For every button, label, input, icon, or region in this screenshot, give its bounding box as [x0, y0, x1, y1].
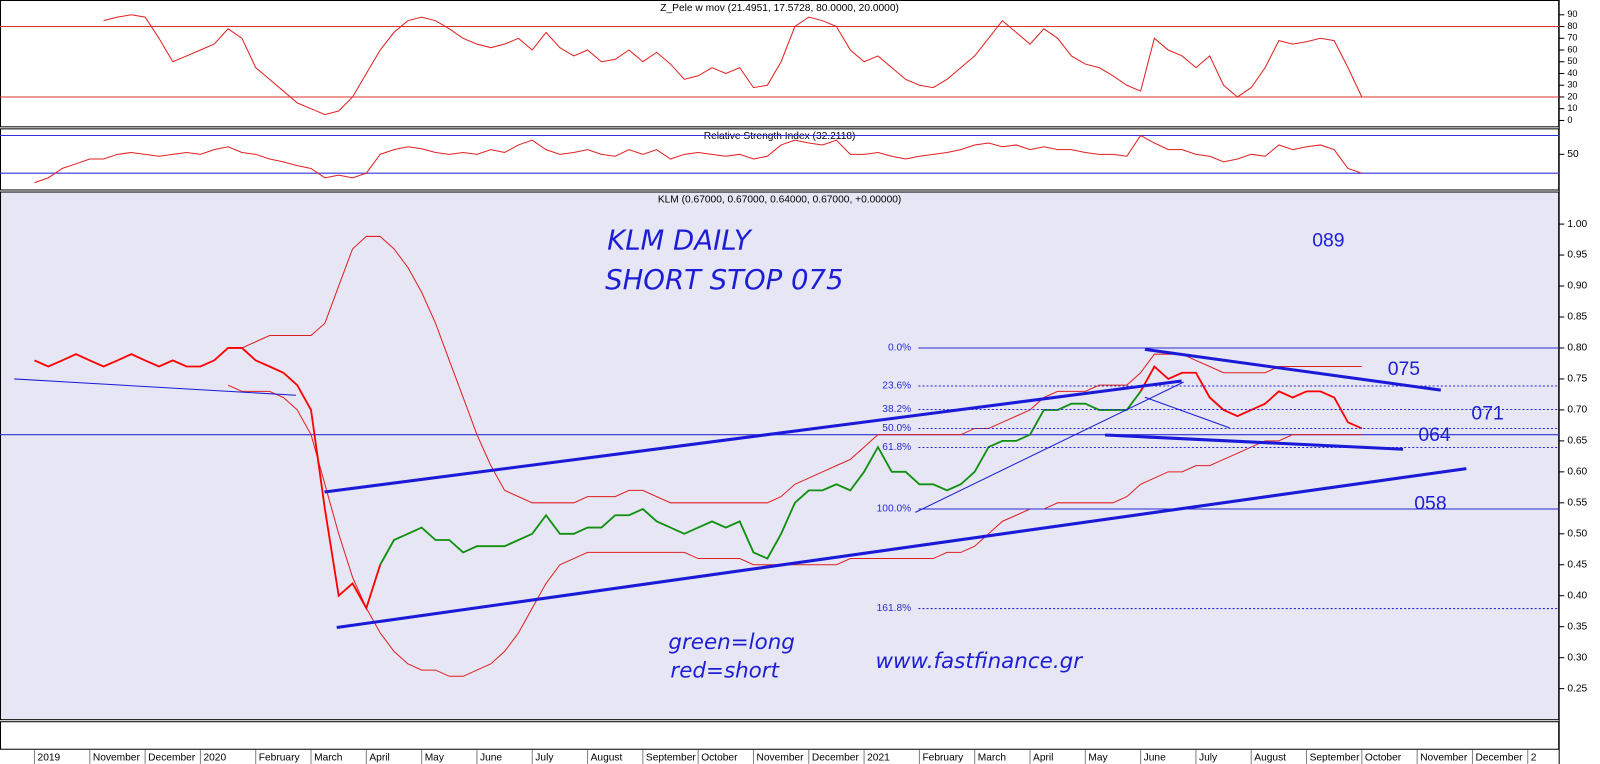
y-tick-label: 0.75: [1567, 374, 1587, 385]
x-tick-label: September: [646, 753, 696, 764]
y-tick-label: 0.35: [1567, 621, 1587, 632]
annotation: 089: [1312, 230, 1344, 252]
x-tick-label: November: [93, 753, 141, 764]
y-tick-label: 70: [1567, 33, 1577, 43]
annotation: 075: [1388, 358, 1420, 380]
trend-lines: [14, 347, 1467, 630]
x-tick-label: December: [148, 753, 196, 764]
y-tick-label: 30: [1567, 80, 1577, 90]
x-tick-label: March: [314, 753, 342, 764]
x-tick-label: August: [591, 753, 623, 764]
series-line: [379, 390, 1142, 566]
x-tick-label: June: [480, 753, 502, 764]
y-tick-label: 0.45: [1567, 559, 1587, 570]
x-tick-label: July: [535, 753, 554, 764]
annotation: SHORT STOP 075: [605, 264, 843, 296]
x-tick-label: 2021: [867, 753, 890, 764]
trend-line: [324, 379, 1182, 494]
y-tick-label: 0.50: [1567, 528, 1587, 539]
y-tick-label: 90: [1567, 9, 1577, 19]
series-line: [227, 384, 1362, 677]
x-tick-label: December: [1476, 753, 1524, 764]
x-tick-label: December: [812, 753, 860, 764]
y-tick-label: 0.85: [1567, 312, 1587, 323]
fib-label: 0.0%: [888, 343, 911, 354]
x-tick-label: April: [1033, 753, 1053, 764]
trend-line: [1144, 396, 1230, 429]
annotation: 064: [1418, 424, 1451, 446]
panel-title: Z_Pele w mov (21.4951, 17.5728, 80.0000,…: [660, 3, 899, 14]
trend-line: [336, 467, 1467, 630]
x-tick-label: 2020: [203, 753, 226, 764]
y-tick-label: 0.65: [1567, 436, 1587, 447]
y-tick-label: 0.40: [1567, 590, 1587, 601]
x-tick-label: 2019: [38, 753, 61, 764]
trend-line: [915, 381, 1184, 513]
x-tick-label: March: [978, 753, 1006, 764]
annotation: 071: [1471, 403, 1503, 425]
x-tick-label: May: [1088, 753, 1108, 764]
y-tick-label: 20: [1567, 91, 1577, 101]
y-tick-label: 10: [1567, 103, 1577, 113]
y-tick-label: 0.80: [1567, 343, 1587, 354]
trend-line: [1105, 433, 1404, 451]
y-tick-label: 0: [1567, 115, 1572, 125]
x-tick-label: April: [369, 753, 389, 764]
x-tick-label: November: [1420, 753, 1468, 764]
trend-line: [14, 378, 296, 396]
panel-title: Relative Strength Index (32.2118): [704, 131, 856, 142]
x-tick-label: August: [1254, 753, 1286, 764]
annotation: KLM DAILY: [607, 224, 753, 256]
y-tick-label: 40: [1567, 68, 1577, 78]
series-line: [103, 14, 1363, 116]
x-tick-label: February: [259, 753, 301, 764]
x-tick-label: June: [1144, 753, 1166, 764]
y-tick-label: 0.95: [1567, 250, 1587, 261]
y-tick-label: 60: [1567, 44, 1577, 54]
y-tick-label: 0.90: [1567, 281, 1587, 292]
x-tick-label: November: [757, 753, 805, 764]
y-tick-label: 50: [1567, 56, 1577, 66]
rsi-panel: [0, 128, 1560, 191]
fib-label: 100.0%: [877, 504, 912, 515]
y-tick-label: 50: [1567, 149, 1579, 160]
annotation: red=short: [670, 658, 780, 683]
annotation: green=long: [668, 630, 795, 655]
y-tick-label: 0.60: [1567, 467, 1587, 478]
x-tick-label: October: [701, 753, 738, 764]
fib-label: 23.6%: [882, 381, 911, 392]
fib-label: 161.8%: [877, 603, 912, 614]
series-line: [34, 134, 1363, 184]
fib-label: 61.8%: [882, 442, 911, 453]
price-panel: [0, 191, 1560, 721]
annotation: www.fastfinance.gr: [876, 649, 1084, 674]
fib-label: 38.2%: [882, 404, 911, 415]
x-tick-label: July: [1199, 753, 1218, 764]
annotation: 058: [1414, 492, 1446, 514]
fib-label: 50.0%: [882, 423, 911, 434]
trend-line: [1144, 347, 1442, 392]
y-tick-label: 0.30: [1567, 652, 1587, 663]
x-tick-label: October: [1365, 753, 1402, 764]
y-tick-label: 0.25: [1567, 683, 1587, 694]
y-tick-label: 80: [1567, 21, 1577, 31]
y-tick-label: 0.55: [1567, 498, 1587, 509]
series-line: [34, 347, 1363, 611]
volume-panel: [0, 721, 1560, 750]
x-tick-label: May: [425, 753, 445, 764]
panel-title: KLM (0.67000, 0.67000, 0.64000, 0.67000,…: [658, 194, 902, 205]
y-tick-label: 1.00: [1567, 219, 1587, 230]
y-tick-label: 0.70: [1567, 405, 1587, 416]
x-tick-label: February: [922, 753, 964, 764]
x-tick-label: September: [1310, 753, 1360, 764]
x-tick-label: 2: [1531, 753, 1537, 764]
plot-layer: Z_Pele w mov (21.4951, 17.5728, 80.0000,…: [0, 3, 1588, 764]
